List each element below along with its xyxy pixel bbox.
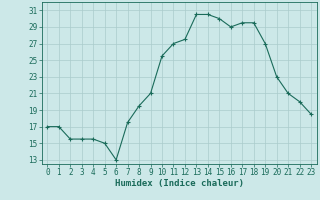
X-axis label: Humidex (Indice chaleur): Humidex (Indice chaleur) [115,179,244,188]
